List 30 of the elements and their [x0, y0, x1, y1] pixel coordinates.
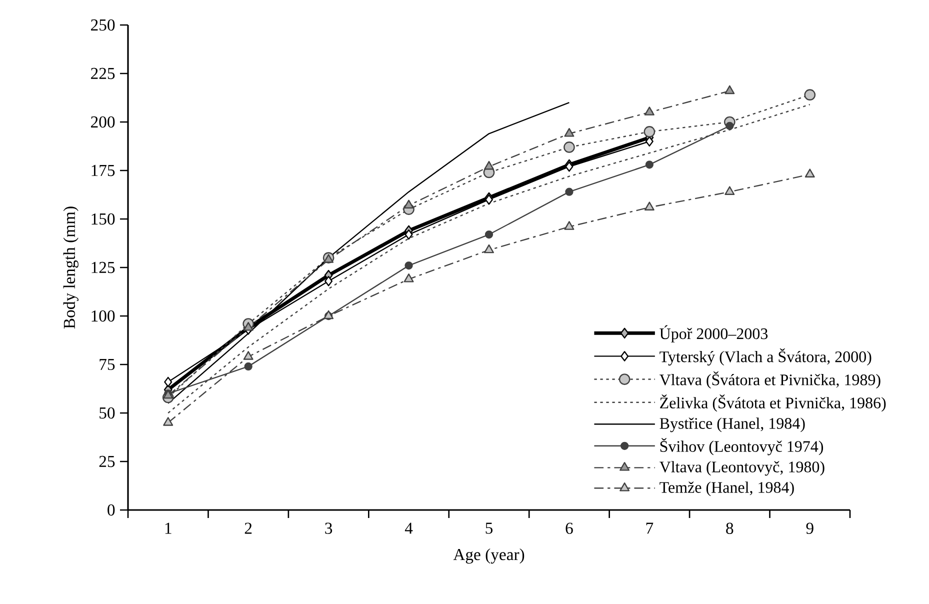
x-tick-label: 5 [486, 522, 493, 534]
legend-label: Vltava (Švátora et Pivnička, 1989) [660, 371, 880, 389]
y-tick-label: 100 [92, 310, 115, 322]
x-tick-label: 4 [404, 522, 413, 534]
y-tick-label: 175 [92, 164, 115, 176]
x-tick-label: 8 [726, 522, 734, 534]
x-tick-label: 9 [806, 522, 814, 534]
y-tick-label: 50 [100, 407, 115, 419]
x-axis-title: Age (year) [453, 548, 524, 564]
y-tick-label: 0 [108, 504, 115, 516]
x-tick-label: 2 [244, 522, 252, 534]
y-tick-label: 75 [100, 358, 115, 370]
y-tick-label: 25 [99, 456, 115, 468]
legend-label: Úpoř 2000–2003 [660, 325, 768, 342]
y-tick-label: 200 [91, 116, 115, 128]
y-tick-label: 125 [92, 262, 115, 274]
legend-label: Bystřice (Hanel, 1984) [660, 418, 805, 432]
x-tick-label: 7 [646, 522, 654, 534]
y-tick-label: 250 [91, 19, 115, 31]
legend-label: Želivka (Švátota et Pivnička, 1986) [660, 394, 886, 412]
x-tick-label: 6 [566, 522, 573, 534]
legend-label: Švihov (Leontovyč 1974) [660, 438, 824, 456]
legend-label: Vltava (Leontovyč, 1980) [660, 461, 824, 476]
legend-label: Tyterský (Vlach a Švátora, 2000) [660, 348, 872, 366]
y-axis-title: Body length (mm) [63, 206, 78, 329]
legend-label: Temže (Hanel, 1984) [660, 482, 794, 496]
x-tick-label: 1 [165, 522, 172, 534]
y-tick-label: 150 [92, 213, 115, 225]
x-tick-label: 3 [325, 522, 332, 534]
y-tick-label: 225 [91, 68, 115, 80]
